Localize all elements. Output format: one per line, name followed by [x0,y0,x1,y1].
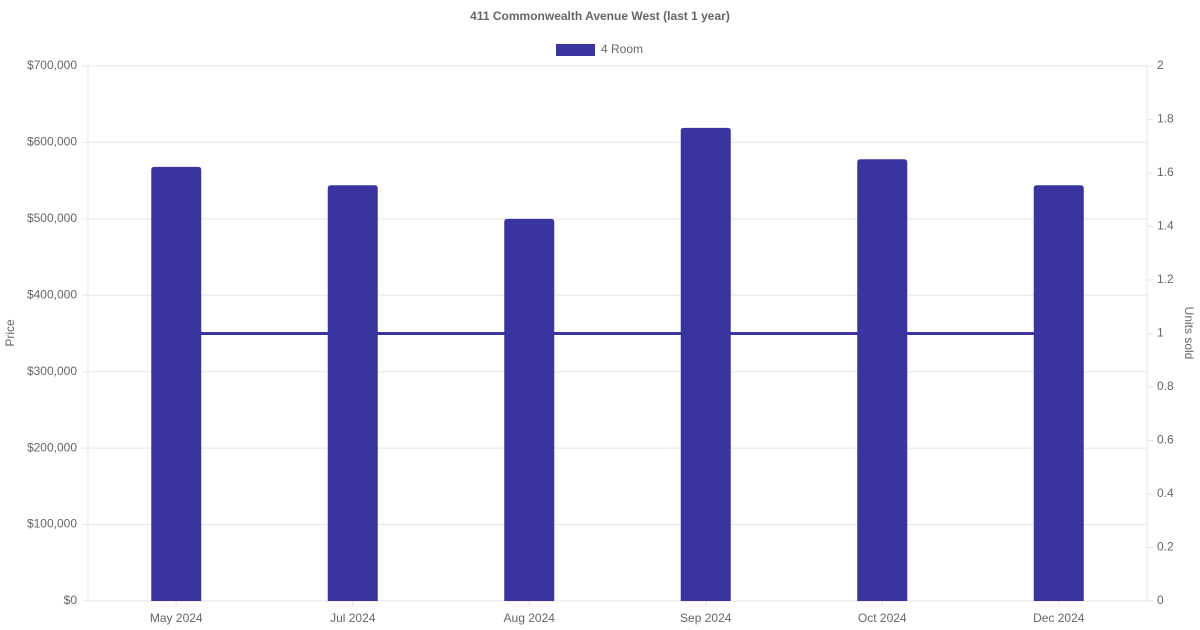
y-tick-label: $700,000 [27,58,77,72]
bar [1033,185,1084,601]
y2-tick-label: 2 [1157,58,1164,72]
x-tick-label: Sep 2024 [680,611,732,625]
chart-title: 411 Commonwealth Avenue West (last 1 yea… [470,9,730,23]
x-tick-label: Oct 2024 [858,611,907,625]
legend-label: 4 Room [601,42,643,56]
y2-tick-label: 0.4 [1157,486,1174,500]
bar [151,166,202,601]
y2-tick-label: 1.8 [1157,112,1174,126]
y-tick-label: $200,000 [27,440,77,454]
y-axis-title: Price [3,319,17,347]
y-tick-label: $500,000 [27,211,77,225]
y2-tick-label: 0 [1157,593,1164,607]
bar [504,218,555,601]
y-tick-label: $0 [64,593,78,607]
y-tick-label: $600,000 [27,135,77,149]
legend-swatch [556,44,595,56]
bar [680,127,731,602]
x-tick-label: Aug 2024 [504,611,556,625]
y2-tick-label: 0.6 [1157,433,1174,447]
x-tick-label: Jul 2024 [330,611,376,625]
y2-axis-title: Units sold [1182,307,1196,360]
y2-tick-label: 1.4 [1157,219,1174,233]
y2-tick-label: 1 [1157,326,1164,340]
x-tick-label: May 2024 [150,611,203,625]
y-tick-label: $400,000 [27,287,77,301]
bar [327,185,378,601]
bar [857,159,908,601]
y2-tick-label: 1.2 [1157,272,1174,286]
y-tick-label: $100,000 [27,517,77,531]
y2-tick-label: 0.2 [1157,540,1174,554]
y2-tick-label: 1.6 [1157,165,1174,179]
y2-tick-label: 0.8 [1157,379,1174,393]
x-tick-label: Dec 2024 [1033,611,1085,625]
y-tick-label: $300,000 [27,364,77,378]
